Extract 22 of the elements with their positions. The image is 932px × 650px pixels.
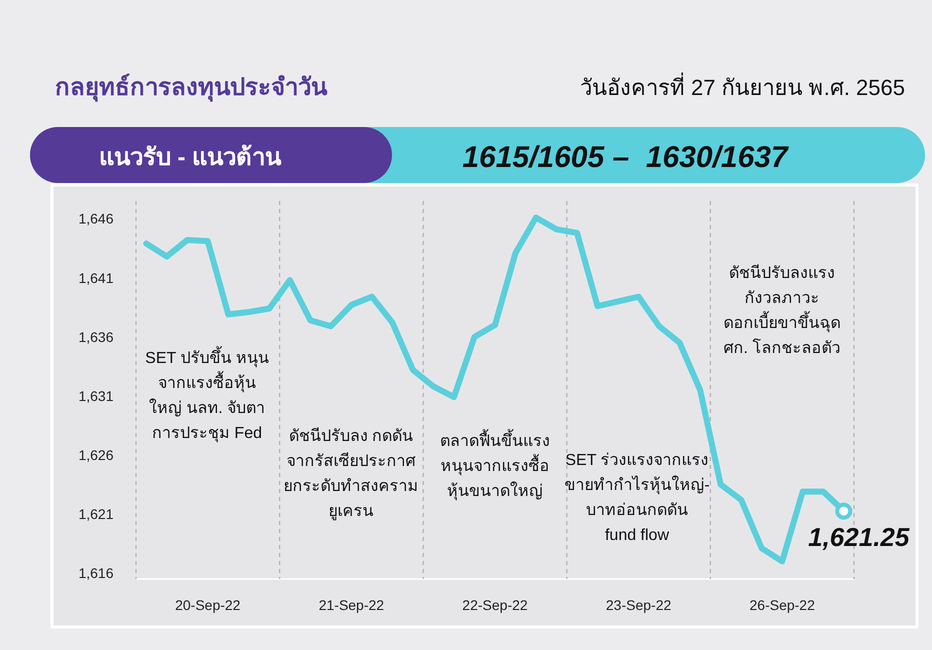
y-tick-label: 1,646 bbox=[78, 210, 114, 227]
annotation: ดัชนีปรับลงแรง กังวลภาวะ ดอกเบี้ยขาขึ้นฉุด ศก. โลกชะลอตัว bbox=[724, 264, 840, 357]
x-tick-label: 22-Sep-22 bbox=[462, 597, 528, 613]
y-tick-label: 1,616 bbox=[78, 565, 114, 582]
y-tick-label: 1,626 bbox=[78, 446, 114, 463]
annotation: SET ปรับขึ้น หนุน จากแรงซื้อหุ้น ใหญ่ นลท. จับตา การประชุม Fed bbox=[145, 346, 269, 443]
x-tick-label: 21-Sep-22 bbox=[318, 597, 384, 613]
x-tick-label: 20-Sep-22 bbox=[175, 597, 241, 613]
y-tick-label: 1,621 bbox=[78, 506, 114, 522]
text: 1615/1605 – 1630/1637 bbox=[462, 141, 789, 174]
x-tick-label: 26-Sep-22 bbox=[750, 597, 816, 613]
y-tick-label: 1,631 bbox=[78, 388, 114, 404]
chart-subtitle: วันอังคารที่ 27 กันยายน พ.ศ. 2565 bbox=[580, 72, 905, 100]
data-label: 1,621.25 bbox=[808, 522, 910, 552]
annotation: ดัชนีปรับลง กดดัน จากรัสเซียประกาศ ยกระดับทำสงคราม ยูเครน bbox=[284, 427, 418, 521]
text: แนวรับ - แนวต้าน bbox=[98, 144, 282, 171]
annotation: ตลาดฟื้นขึ้นแรง หนุนจากแรงซื้อ หุ้นขนาดใหญ่ bbox=[440, 429, 550, 501]
y-tick-label: 1,636 bbox=[78, 328, 114, 345]
y-tick-label: 1,641 bbox=[78, 270, 114, 286]
chart-title: กลยุทธ์การลงทุนประจำวัน bbox=[55, 73, 328, 103]
annotation: SET ร่วงแรงจากแรง ขายทำกำไรหุ้นใหญ่- บาทอ่อนกดดัน fund flow bbox=[564, 452, 710, 544]
x-tick-label: 23-Sep-22 bbox=[606, 597, 672, 613]
